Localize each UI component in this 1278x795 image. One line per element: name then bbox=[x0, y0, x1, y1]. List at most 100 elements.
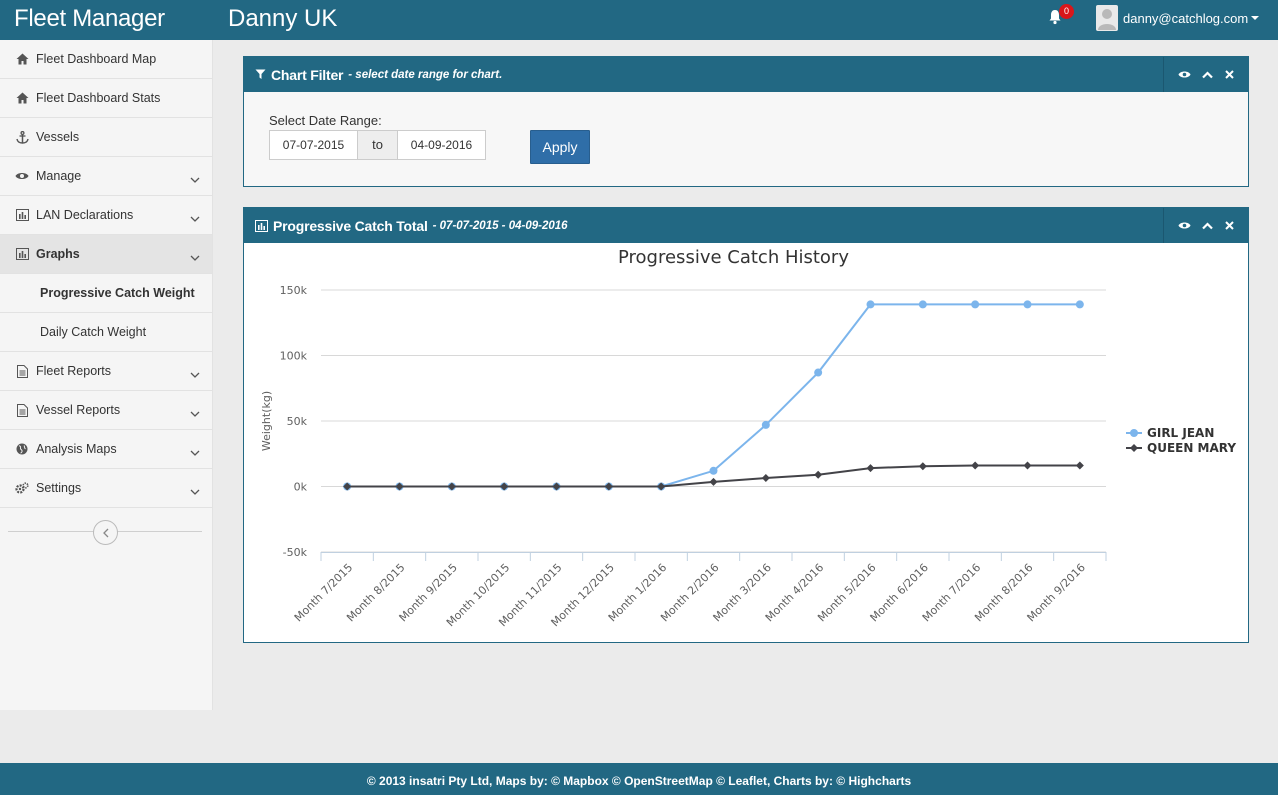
date-from-input[interactable]: 07-07-2015 bbox=[269, 130, 358, 160]
app-title[interactable]: Fleet Manager bbox=[14, 5, 165, 32]
close-icon[interactable] bbox=[1225, 221, 1234, 230]
panel-header: Progressive Catch Total - 07-07-2015 - 0… bbox=[244, 208, 1248, 243]
top-navbar: Fleet Manager Danny UK 0 danny@catchlog.… bbox=[0, 0, 1278, 40]
panel-subtitle: - 07-07-2015 - 04-09-2016 bbox=[432, 219, 568, 232]
close-icon[interactable] bbox=[1225, 70, 1234, 79]
data-point bbox=[709, 466, 718, 475]
user-menu[interactable]: danny@catchlog.com bbox=[1096, 4, 1260, 32]
filter-icon bbox=[255, 69, 266, 80]
sidebar-item-label: Manage bbox=[36, 169, 82, 183]
footer: © 2013 insatri Pty Ltd, Maps by: © Mapbo… bbox=[0, 763, 1278, 795]
bar-chart-icon bbox=[14, 208, 30, 222]
data-point bbox=[866, 464, 875, 473]
chart-filter-panel: Chart Filter - select date range for cha… bbox=[243, 56, 1249, 187]
data-point bbox=[1023, 461, 1032, 470]
panel-title: Progressive Catch Total bbox=[273, 217, 428, 234]
date-to-input[interactable]: 04-09-2016 bbox=[397, 130, 486, 160]
caret-down-icon bbox=[1251, 16, 1260, 20]
y-tick-label: 100k bbox=[280, 350, 308, 363]
chart-container: Progressive Catch History 150k 100k 50k 0k -5… bbox=[244, 243, 1248, 641]
eye-icon[interactable] bbox=[1178, 70, 1191, 79]
sidebar-item-label: Fleet Dashboard Stats bbox=[36, 91, 161, 105]
data-point bbox=[971, 300, 980, 309]
bell-icon[interactable] bbox=[1048, 9, 1068, 29]
anchor-icon bbox=[14, 130, 30, 144]
company-name: Danny UK bbox=[228, 5, 338, 32]
legend-item: QUEEN MARY bbox=[1147, 441, 1236, 455]
chevron-up-icon[interactable] bbox=[1202, 70, 1214, 79]
progressive-catch-chart: Progressive Catch History 150k 100k 50k 0k -5… bbox=[260, 247, 1236, 629]
data-point bbox=[1075, 461, 1084, 470]
sidebar-item-fleet-dashboard-stats[interactable]: Fleet Dashboard Stats bbox=[0, 79, 212, 118]
y-tick-label: 50k bbox=[287, 415, 308, 428]
data-point bbox=[814, 368, 823, 377]
sidebar-subitem-label: Progressive Catch Weight bbox=[40, 286, 195, 300]
data-point bbox=[814, 470, 823, 479]
sidebar-item-lan-declarations[interactable]: LAN Declarations bbox=[0, 196, 212, 235]
sidebar: Fleet Dashboard Map Fleet Dashboard Stat… bbox=[0, 40, 213, 710]
bar-chart-icon bbox=[14, 247, 30, 261]
data-point bbox=[709, 477, 718, 486]
chart-title: Progressive Catch History bbox=[618, 247, 849, 268]
data-point bbox=[971, 461, 980, 470]
sidebar-item-label: LAN Declarations bbox=[36, 208, 134, 222]
progressive-catch-panel: Progressive Catch Total - 07-07-2015 - 0… bbox=[243, 207, 1249, 643]
document-icon bbox=[14, 403, 30, 417]
chevron-down-icon bbox=[190, 172, 200, 186]
sidebar-item-analysis-maps[interactable]: Analysis Maps bbox=[0, 430, 212, 469]
sidebar-collapse-button[interactable] bbox=[93, 520, 118, 545]
y-tick-label: -50k bbox=[283, 546, 308, 559]
chevron-down-icon bbox=[190, 367, 200, 381]
chevron-down-icon bbox=[190, 445, 200, 459]
chevron-up-icon[interactable] bbox=[1202, 221, 1214, 230]
y-tick-label: 0k bbox=[294, 481, 308, 494]
sidebar-item-fleet-reports[interactable]: Fleet Reports bbox=[0, 352, 212, 391]
home-icon bbox=[14, 91, 30, 105]
data-point bbox=[761, 420, 770, 429]
data-point bbox=[552, 482, 561, 491]
data-point bbox=[1075, 300, 1084, 309]
legend-marker bbox=[1130, 429, 1138, 437]
sidebar-item-label: Analysis Maps bbox=[36, 442, 117, 456]
series-line-girl-jean bbox=[347, 303, 1080, 488]
legend-marker bbox=[1130, 444, 1138, 452]
document-icon bbox=[14, 364, 30, 378]
sidebar-item-vessels[interactable]: Vessels bbox=[0, 118, 212, 157]
apply-button[interactable]: Apply bbox=[530, 130, 590, 164]
data-point bbox=[604, 482, 613, 491]
user-email: danny@catchlog.com bbox=[1123, 10, 1249, 26]
sidebar-subitem-daily-catch-weight[interactable]: Daily Catch Weight bbox=[0, 313, 212, 352]
data-point bbox=[395, 482, 404, 491]
data-point bbox=[761, 473, 770, 482]
sidebar-item-label: Vessels bbox=[36, 130, 80, 144]
data-point bbox=[500, 482, 509, 491]
sidebar-item-graphs[interactable]: Graphs bbox=[0, 235, 212, 274]
panel-tools bbox=[1163, 208, 1248, 243]
data-point bbox=[918, 462, 927, 471]
sidebar-item-label: Fleet Dashboard Map bbox=[36, 52, 157, 66]
data-point bbox=[1023, 300, 1032, 309]
sidebar-item-vessel-reports[interactable]: Vessel Reports bbox=[0, 391, 212, 430]
data-point bbox=[866, 300, 875, 309]
chevron-down-icon bbox=[190, 406, 200, 420]
eye-icon[interactable] bbox=[1178, 221, 1191, 230]
sidebar-item-settings[interactable]: Settings bbox=[0, 469, 212, 508]
chevron-down-icon bbox=[190, 484, 200, 498]
sidebar-item-fleet-dashboard-map[interactable]: Fleet Dashboard Map bbox=[0, 40, 212, 79]
chevron-left-icon bbox=[102, 528, 108, 537]
date-range-group: 07-07-2015 to 04-09-2016 bbox=[269, 130, 486, 160]
notification-badge[interactable]: 0 bbox=[1059, 4, 1074, 19]
home-icon bbox=[14, 52, 30, 66]
y-axis-label: Weight(kg) bbox=[260, 391, 273, 451]
sidebar-subitem-progressive-catch-weight[interactable]: Progressive Catch Weight bbox=[0, 274, 212, 313]
chevron-down-icon bbox=[190, 211, 200, 225]
sidebar-item-label: Fleet Reports bbox=[36, 364, 112, 378]
avatar-icon bbox=[1096, 5, 1118, 31]
footer-text: © 2013 insatri Pty Ltd, Maps by: © Mapbo… bbox=[366, 774, 912, 788]
panel-subtitle: - select date range for chart. bbox=[348, 68, 503, 81]
panel-tools bbox=[1163, 57, 1248, 92]
data-point bbox=[343, 482, 352, 491]
sidebar-item-manage[interactable]: Manage bbox=[0, 157, 212, 196]
sidebar-subitem-label: Daily Catch Weight bbox=[40, 325, 147, 339]
data-point bbox=[447, 482, 456, 491]
